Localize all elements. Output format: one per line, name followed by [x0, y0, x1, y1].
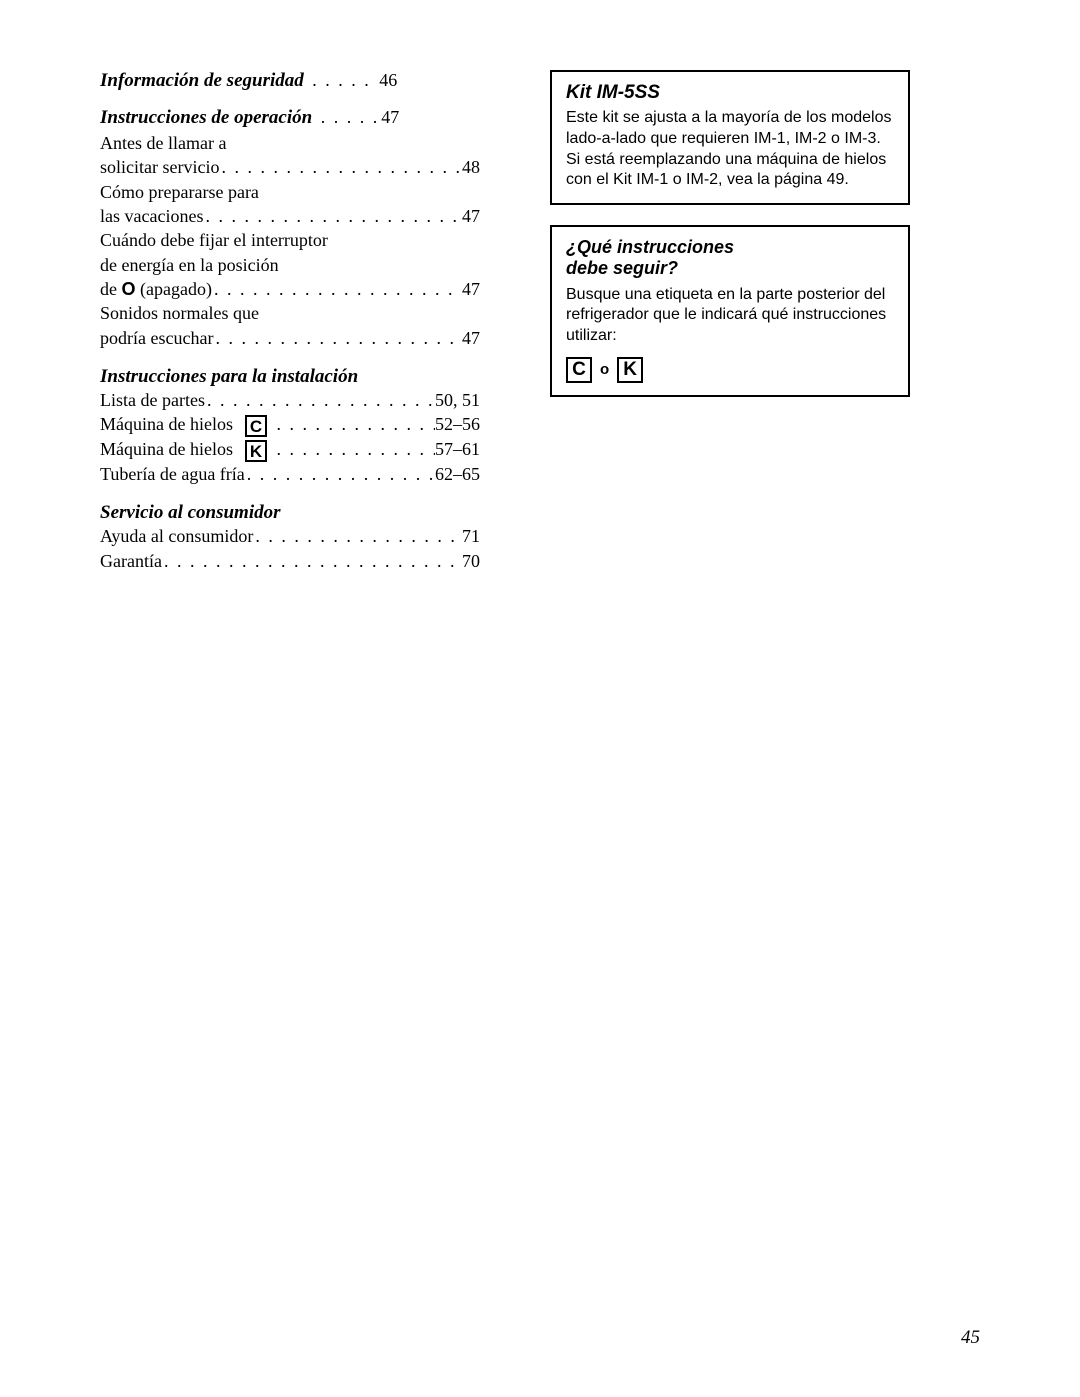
- toc-section: Instrucciones para la instalación Lista …: [100, 366, 480, 486]
- dots: [219, 155, 462, 179]
- dots: [162, 549, 462, 573]
- page-number: 45: [961, 1327, 980, 1349]
- toc-column: Información de seguridad . . . . . 46 In…: [100, 68, 480, 583]
- toc-item-line: Sonidos normales que: [100, 301, 480, 325]
- toc-item: Garantía 70: [100, 549, 480, 573]
- toc-item-text: Lista de partes: [100, 388, 205, 412]
- dots: . . . . .: [304, 68, 380, 93]
- title-line: debe seguir?: [566, 258, 678, 278]
- page-number-ref: 71: [462, 524, 480, 548]
- toc-item: podría escuchar 47: [100, 326, 480, 350]
- toc-section: Información de seguridad . . . . . 46: [100, 68, 480, 95]
- toc-item: Ayuda al consumidor 71: [100, 524, 480, 548]
- toc-item-text: Garantía: [100, 549, 162, 573]
- toc-item-line: Cuándo debe fijar el interruptor: [100, 228, 480, 252]
- page-number-ref: 62–65: [435, 462, 480, 486]
- boxed-letter-k-icon: K: [617, 357, 643, 383]
- toc-item-text: Máquina de hielos C: [100, 412, 274, 437]
- boxed-letter-c-icon: C: [245, 415, 267, 437]
- page-number-ref: 50, 51: [435, 388, 480, 412]
- dots: [205, 388, 435, 412]
- dots: [213, 326, 462, 350]
- page-number-ref: 52–56: [435, 412, 480, 436]
- toc-item: las vacaciones 47: [100, 204, 480, 228]
- page-number-ref: 57–61: [435, 437, 480, 461]
- toc-item-prefix: de: [100, 279, 117, 299]
- dots: [203, 204, 462, 228]
- toc-item-label: Máquina de hielos: [100, 439, 233, 459]
- toc-item: Máquina de hielos C 52–56: [100, 412, 480, 437]
- boxed-letter-k-icon: K: [245, 440, 267, 462]
- toc-section: Servicio al consumidor Ayuda al consumid…: [100, 502, 480, 573]
- dots: [245, 462, 435, 486]
- instructions-info-title: ¿Qué instrucciones debe seguir?: [566, 237, 894, 278]
- kit-info-box: Kit IM-5SS Este kit se ajusta a la mayor…: [550, 70, 910, 205]
- toc-item: Lista de partes 50, 51: [100, 388, 480, 412]
- toc-heading-line: Instrucciones de operación . . . . . 47: [100, 105, 480, 132]
- page-number-ref: 47: [462, 204, 480, 228]
- toc-item-line: Cómo prepararse para: [100, 180, 480, 204]
- toc-item-text: Máquina de hielos K: [100, 437, 274, 462]
- dots: [274, 412, 435, 436]
- title-line: ¿Qué instrucciones: [566, 237, 734, 257]
- page-number-ref: 46: [379, 68, 397, 93]
- dots: . . . . .: [312, 105, 381, 130]
- section-heading: Servicio al consumidor: [100, 502, 480, 524]
- kit-info-title: Kit IM-5SS: [566, 82, 894, 104]
- dots: [253, 524, 462, 548]
- toc-item-text: las vacaciones: [100, 204, 203, 228]
- toc-section: Instrucciones de operación . . . . . 47 …: [100, 105, 480, 350]
- page-number-ref: 47: [381, 105, 399, 130]
- toc-item-text: Ayuda al consumidor: [100, 524, 253, 548]
- section-heading: Instrucciones de operación: [100, 105, 312, 132]
- page-number-ref: 47: [462, 326, 480, 350]
- dots: [212, 277, 462, 301]
- toc-item-text: Tubería de agua fría: [100, 462, 245, 486]
- toc-item-label: Máquina de hielos: [100, 414, 233, 434]
- toc-item: Máquina de hielos K 57–61: [100, 437, 480, 462]
- toc-item-text: solicitar servicio: [100, 155, 219, 179]
- kit-info-text: Este kit se ajusta a la mayoría de los m…: [566, 108, 894, 191]
- toc-item: solicitar servicio 48: [100, 155, 480, 179]
- page-number-ref: 48: [462, 155, 480, 179]
- dots: [274, 437, 435, 461]
- section-heading: Instrucciones para la instalación: [100, 366, 480, 388]
- toc-item-text: podría escuchar: [100, 326, 213, 350]
- instructions-info-text: Busque una etiqueta en la parte posterio…: [566, 285, 894, 347]
- instructions-info-box: ¿Qué instrucciones debe seguir? Busque u…: [550, 225, 910, 397]
- page-number-ref: 70: [462, 549, 480, 573]
- toc-item-bold: O: [122, 279, 136, 299]
- info-column: Kit IM-5SS Este kit se ajusta a la mayor…: [550, 68, 910, 583]
- toc-item-line: Antes de llamar a: [100, 131, 480, 155]
- toc-heading-line: Información de seguridad . . . . . 46: [100, 68, 480, 95]
- letter-choice-line: C o K: [566, 357, 894, 383]
- boxed-letter-c-icon: C: [566, 357, 592, 383]
- toc-item: Tubería de agua fría 62–65: [100, 462, 480, 486]
- section-heading: Información de seguridad: [100, 68, 304, 95]
- toc-item: de O (apagado) 47: [100, 277, 480, 301]
- page-number-ref: 47: [462, 277, 480, 301]
- toc-item-text: de O (apagado): [100, 277, 212, 301]
- toc-item-line: de energía en la posición: [100, 253, 480, 277]
- conjunction: o: [600, 361, 609, 378]
- toc-item-suffix: (apagado): [136, 279, 212, 299]
